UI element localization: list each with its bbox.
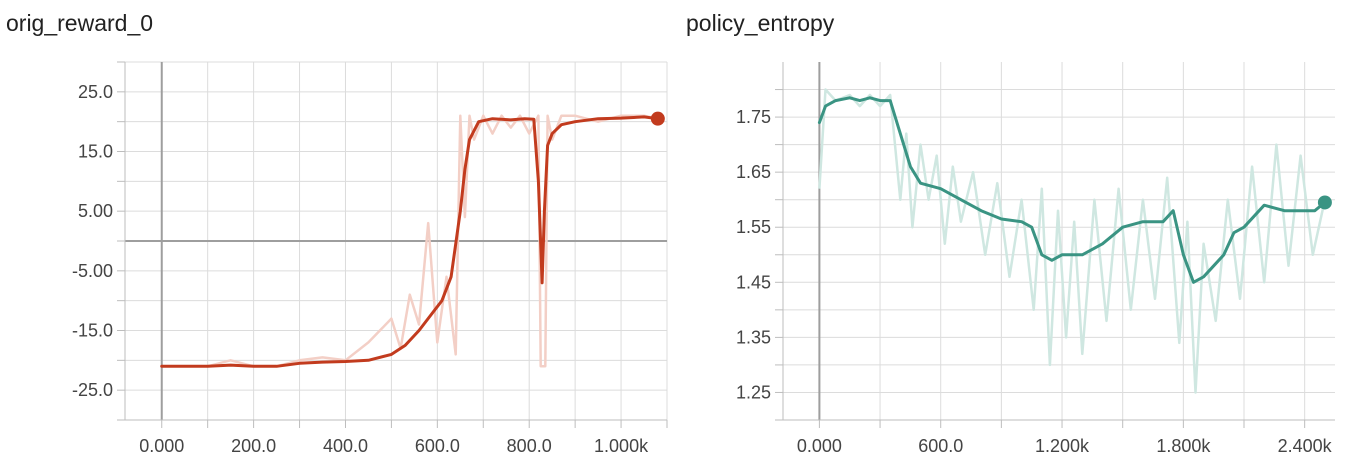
- orig-reward-chart: 0.000 200.0 400.0 600.0 800.0 1.000k 25.0 15.0 5…: [72, 61, 668, 456]
- y-tick-label: 1.25: [736, 382, 771, 402]
- smoothed-series-line: [817, 96, 1327, 284]
- chart-title: policy_entropy: [686, 10, 835, 36]
- y-tick-label: 1.55: [736, 217, 771, 237]
- x-tick-label: 800.0: [507, 436, 552, 456]
- x-tick-label: 1.000k: [594, 436, 649, 456]
- y-tick-label: 1.45: [736, 272, 771, 292]
- raw-series-line: [818, 88, 1327, 394]
- y-tick-label: 1.75: [736, 107, 771, 127]
- y-tick-label: 1.35: [736, 327, 771, 347]
- chart-title: orig_reward_0: [6, 10, 154, 36]
- y-tick-label: -15.0: [72, 321, 113, 341]
- y-tick-label: -5.00: [72, 261, 113, 281]
- x-tick-label: 0.000: [797, 436, 842, 456]
- x-tick-label: 1.200k: [1035, 436, 1090, 456]
- x-tick-label: 0.000: [139, 436, 184, 456]
- smoothed-series-line: [160, 115, 660, 368]
- y-tick-label: -25.0: [72, 380, 113, 400]
- y-tick-label: 5.00: [78, 201, 113, 221]
- policy-entropy-chart: 0.000 600.0 1.200k 1.800k 2.400k 1.75 1.65 1.55…: [736, 62, 1335, 456]
- x-tick-label: 2.400k: [1278, 436, 1333, 456]
- x-tick-label: 600.0: [415, 436, 460, 456]
- x-tick-label: 200.0: [231, 436, 276, 456]
- x-tick-label: 1.800k: [1156, 436, 1211, 456]
- chart-panel-policy-entropy: policy_entropy 0.000 600.0 1.200k 1.800k 2.4…: [680, 0, 1360, 472]
- y-tick-label: 25.0: [78, 82, 113, 102]
- x-tick-label: 600.0: [918, 436, 963, 456]
- raw-series-line: [161, 114, 659, 368]
- last-point-marker: [1317, 195, 1332, 210]
- y-tick-label: 15.0: [78, 142, 113, 162]
- chart-panel-orig-reward: orig_reward_0 0.000 200.0 400.0 600.0 800.0 1…: [6, 10, 668, 456]
- last-point-marker: [650, 111, 665, 126]
- x-tick-label: 400.0: [323, 436, 368, 456]
- y-tick-label: 1.65: [736, 162, 771, 182]
